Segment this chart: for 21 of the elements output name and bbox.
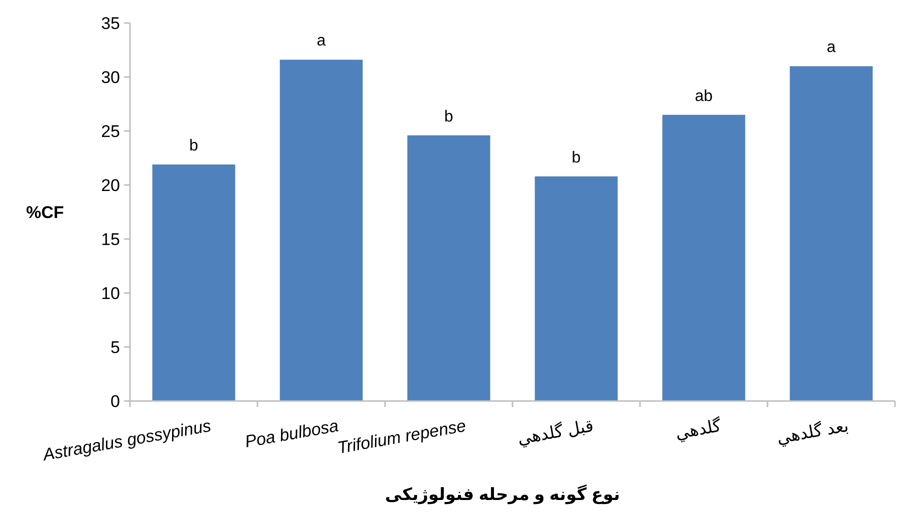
x-tick-label: بعد گلدهي xyxy=(775,415,850,448)
x-tick-label: قبل گلدهي xyxy=(516,415,596,450)
y-axis-title: %CF xyxy=(26,203,64,222)
y-tick-label: 0 xyxy=(110,392,120,411)
x-tick-label: گلدهي xyxy=(674,415,724,444)
data-label: a xyxy=(316,32,326,50)
data-label: b xyxy=(189,137,198,154)
y-tick-label: 5 xyxy=(110,338,120,357)
y-tick-label: 35 xyxy=(101,14,120,33)
data-label: b xyxy=(572,149,581,166)
data-label: ab xyxy=(694,88,713,105)
x-tick-label: Astragalus gossypinus xyxy=(40,416,213,465)
y-tick-label: 15 xyxy=(101,230,120,249)
x-axis-title: نوع گونه و مرحله فنولوژيکی xyxy=(385,484,620,505)
y-tick-label: 30 xyxy=(101,68,120,87)
data-label: b xyxy=(444,108,454,126)
y-tick-label: 25 xyxy=(101,122,120,141)
data-label: a xyxy=(826,39,836,56)
y-tick-label: 10 xyxy=(101,284,120,303)
y-tick-label: 20 xyxy=(101,176,120,195)
x-tick-label: Poa bulbosa xyxy=(244,416,340,452)
